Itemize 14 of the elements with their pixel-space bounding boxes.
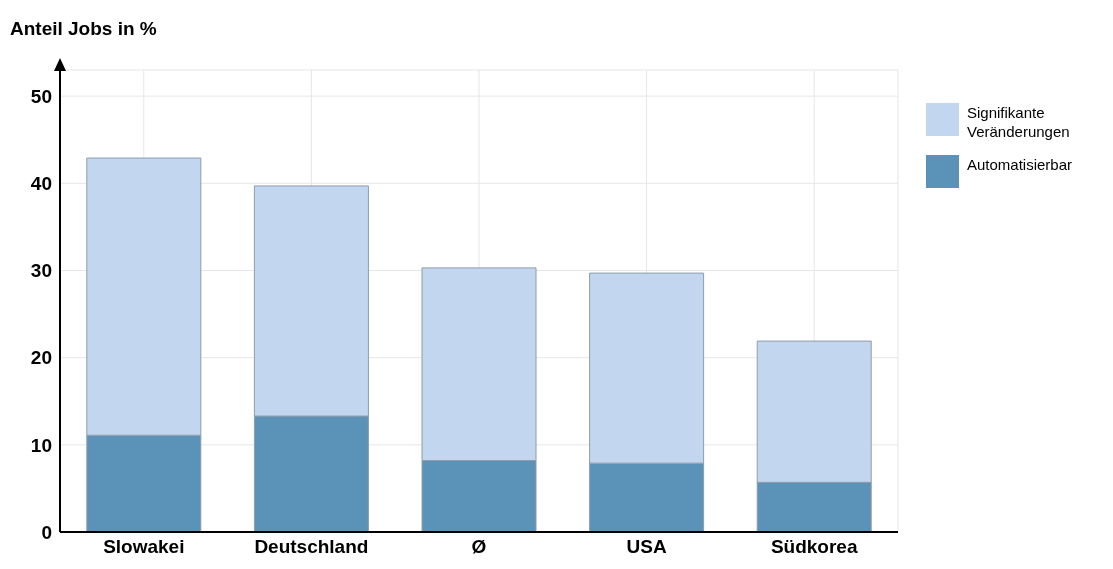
y-tick-label: 40	[30, 173, 52, 195]
x-tick-label: Slowakei	[103, 536, 185, 558]
y-tick-label: 20	[30, 347, 52, 369]
legend-label: Automatisierbar	[967, 155, 1074, 174]
y-tick-label: 10	[30, 434, 52, 456]
x-tick-label: Deutschland	[254, 536, 369, 558]
y-tick-label: 30	[30, 260, 52, 282]
x-tick-label: Ø	[471, 536, 487, 558]
y-tick-label: 50	[30, 85, 52, 107]
y-tick-label: 0	[41, 521, 52, 543]
x-tick-label: Südkorea	[770, 536, 858, 558]
y-axis-title: Anteil Jobs in %	[10, 18, 157, 40]
legend-label: Signifikante Veränderungen	[967, 103, 1071, 141]
x-tick-label: USA	[626, 536, 667, 558]
